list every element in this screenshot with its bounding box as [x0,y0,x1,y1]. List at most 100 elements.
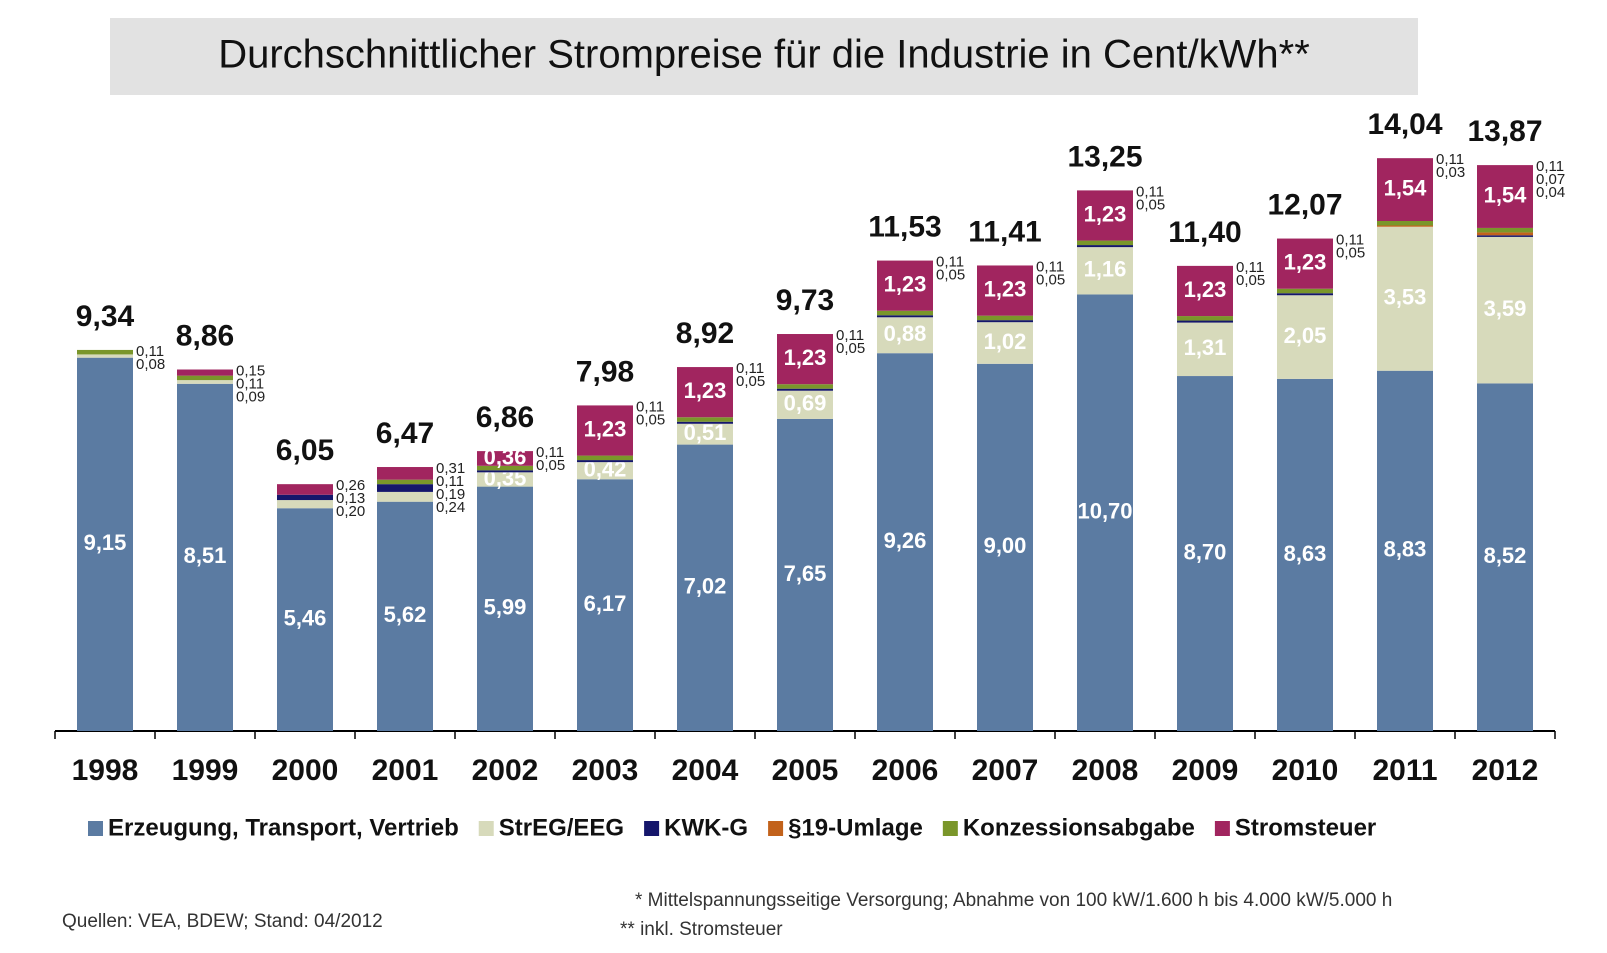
x-tick-label: 2007 [972,754,1039,787]
bar-segment [977,315,1033,321]
bar-segment [1277,378,1333,731]
bar-segment [377,479,433,485]
value-label: 0,24 [436,499,465,516]
value-label: 0,08 [136,356,165,373]
value-label: 1,23 [784,345,827,370]
bar-segment [77,349,133,355]
value-label: 9,26 [884,528,927,553]
legend-swatch [478,821,494,836]
bar-segment [377,491,433,502]
bar-segment [677,444,733,731]
bar-segment [777,390,833,419]
bar-segment [177,383,233,731]
legend-swatch [1214,821,1230,836]
value-label: 8,63 [1284,541,1327,566]
bar-segment [477,486,533,731]
bar-segment [1477,236,1533,384]
bar-segment [177,369,233,376]
footnote: * Mittelspannungsseitige Versorgung; Abn… [635,890,1392,911]
bar-segment [877,310,933,316]
bar-segment [577,479,633,731]
value-label: 0,09 [236,388,265,405]
legend-swatch [88,821,103,836]
bar-segment [477,472,533,487]
bar-segment [377,484,433,492]
value-label: 9,00 [984,533,1027,558]
value-label: 0,11 [936,254,964,271]
bar-segment [177,380,233,384]
value-label: 0,05 [936,267,965,284]
value-label: 8,70 [1184,539,1227,564]
bar-segment [777,384,833,389]
bar-segment [77,354,133,358]
value-label: 1,23 [1084,201,1127,226]
bar-segment [277,508,333,731]
total-label: 6,05 [276,434,334,467]
total-label: 6,47 [376,417,434,450]
bar-segment [1477,232,1533,236]
value-label: 0,05 [1336,245,1365,262]
value-label: 0,31 [436,460,465,477]
bar-segment [1477,227,1533,233]
value-label: 0,05 [536,457,565,474]
total-label: 13,87 [1467,115,1542,148]
bar-segment [1277,293,1333,296]
x-tick-label: 2000 [272,754,339,787]
value-label: 0,11 [236,375,264,392]
value-label: 3,53 [1384,285,1427,310]
bar-segment [677,367,733,418]
bar-segment [577,460,633,463]
value-label: 1,23 [584,416,627,441]
x-tick-label: 2002 [472,754,539,787]
value-label: 10,70 [1077,499,1132,524]
value-label: 0,11 [1036,258,1064,275]
bar-segment [1177,265,1233,317]
value-label: 0,11 [1136,183,1164,200]
x-tick-label: 2008 [1072,754,1139,787]
value-label: 7,02 [684,574,727,599]
bar-segment [1377,225,1433,227]
legend-label: KWK-G [664,814,748,841]
value-label: 0,05 [736,373,765,390]
bar-segment [1277,295,1333,379]
legend-label: Erzeugung, Transport, Vertrieb [108,814,459,841]
value-label: 8,52 [1484,543,1527,568]
bar-segment [777,388,833,391]
value-label: 5,62 [384,602,427,627]
x-tick-label: 2009 [1172,754,1239,787]
legend-label: StrEG/EEG [499,814,624,841]
value-label: 7,65 [784,561,827,586]
bar-segment [477,465,533,471]
source: Quellen: VEA, BDEW; Stand: 04/2012 [62,911,383,932]
value-label: 0,20 [336,503,365,520]
value-label: 0,15 [236,362,265,379]
bar-segment [1177,316,1233,321]
bar-segment [677,423,733,445]
total-label: 11,40 [1168,216,1241,249]
bar-segment [1377,221,1433,226]
bar-segment [477,470,533,473]
total-label: 8,92 [676,317,734,350]
legend-swatch [644,821,660,836]
value-label: 1,02 [984,329,1027,354]
bar-segment [1077,247,1133,295]
bar-segment [1077,294,1133,731]
value-label: 0,05 [836,340,865,357]
value-label: 8,83 [1384,537,1427,562]
value-label: 1,23 [1184,277,1227,302]
bar-segment [577,462,633,480]
value-label: 0,11 [836,327,864,344]
bar-segment [1377,370,1433,731]
x-tick-label: 2004 [672,754,739,787]
legend-swatch [942,821,958,836]
total-label: 11,41 [968,215,1041,248]
total-label: 6,86 [476,401,534,434]
bar-segment [577,405,633,456]
value-label: 0,11 [1236,259,1264,276]
value-label: 1,23 [684,378,727,403]
bar-segment [677,421,733,424]
value-label: 0,11 [436,473,464,490]
bar-segment [877,315,933,318]
x-tick-label: 1999 [172,754,239,787]
